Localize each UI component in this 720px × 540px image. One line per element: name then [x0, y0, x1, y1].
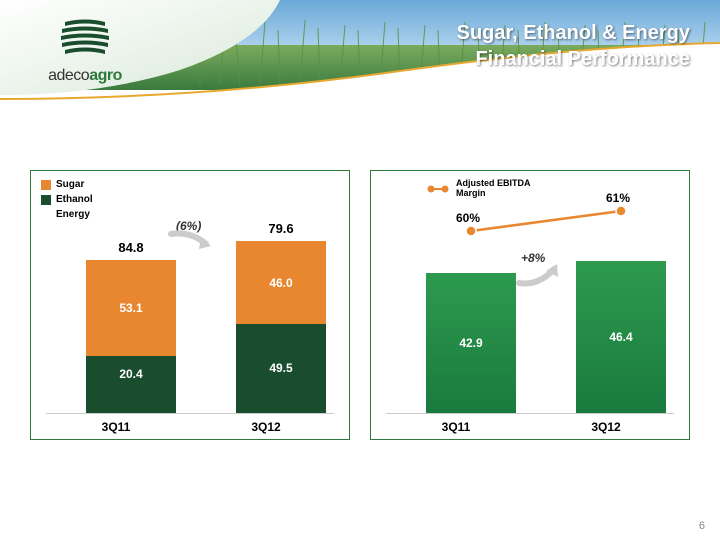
legend-ethanol: Ethanol: [41, 194, 93, 205]
ebitda-chart: Adjusted EBITDA Margin +8% 42.946.4 3Q11…: [370, 170, 690, 440]
revenue-breakdown-chart: Sugar Ethanol Energy (6%) 53.120.484.846…: [30, 170, 350, 440]
bar-group: 53.120.4 84.8: [86, 233, 176, 413]
legend-sugar: Sugar: [41, 179, 93, 190]
legend-left: Sugar Ethanol Energy: [41, 179, 93, 224]
ebitda-value: 42.9: [426, 273, 516, 413]
legend-energy-label: Energy: [56, 209, 90, 220]
sugar-swatch: [41, 180, 51, 190]
logo-icon: [55, 10, 115, 65]
charts-container: Sugar Ethanol Energy (6%) 53.120.484.846…: [30, 170, 690, 440]
margin-label: 60%: [456, 211, 480, 225]
bar-area-left: 53.120.4 84.8 46.049.579.6: [46, 234, 334, 414]
sugar-segment: 53.1: [86, 260, 176, 356]
ebitda-bar: 46.4: [576, 233, 666, 413]
slide-header: adecoagro Sugar, Ethanol & Energy Financ…: [0, 0, 720, 100]
ethanol-segment: 49.5: [236, 324, 326, 413]
title-line-2: Financial Performance: [457, 46, 690, 72]
legend-sugar-label: Sugar: [56, 179, 84, 190]
bar-total: 84.8: [86, 240, 176, 255]
ebitda-value: 46.4: [576, 261, 666, 413]
legend-energy: Energy: [41, 209, 93, 220]
period-label: 3Q11: [411, 420, 501, 434]
bar-area-right: 42.9 46.4: [386, 234, 674, 414]
ebitda-bar: 42.9: [426, 233, 516, 413]
bar-group: 46.049.579.6: [236, 233, 326, 413]
bar-total: 79.6: [236, 221, 326, 236]
period-label: 3Q12: [221, 420, 311, 434]
slide-title: Sugar, Ethanol & Energy Financial Perfor…: [457, 20, 690, 72]
margin-label: 61%: [606, 191, 630, 205]
legend-ethanol-label: Ethanol: [56, 194, 93, 205]
logo-text: adecoagro: [20, 67, 150, 85]
ethanol-segment: 20.4: [86, 356, 176, 393]
logo: adecoagro: [20, 10, 150, 85]
period-label: 3Q11: [71, 420, 161, 434]
page-number: 6: [699, 520, 705, 532]
title-line-1: Sugar, Ethanol & Energy: [457, 20, 690, 46]
ethanol-swatch: [41, 195, 51, 205]
period-label: 3Q12: [561, 420, 651, 434]
sugar-segment: 46.0: [236, 241, 326, 324]
